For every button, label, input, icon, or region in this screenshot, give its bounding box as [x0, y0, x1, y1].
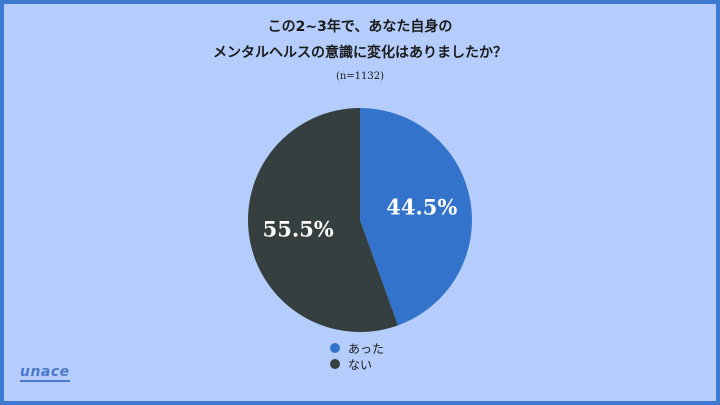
legend: あった ない	[330, 340, 384, 372]
legend-item-nai: ない	[330, 356, 384, 372]
chart-title-line-1: この2~3年で、あなた自身の	[267, 19, 453, 35]
slice-label-nai: 55.5%	[263, 216, 334, 241]
slice-label-atta: 44.5%	[386, 195, 457, 220]
legend-swatch-atta	[330, 343, 340, 353]
legend-swatch-nai	[330, 359, 340, 369]
slice-atta	[360, 108, 473, 326]
chart-title-line-2: メンタルヘルスの意識に変化はありましたか？	[213, 45, 507, 61]
legend-label-nai: ない	[348, 357, 373, 372]
unace-logo: unace	[20, 364, 70, 382]
legend-label-atta: あった	[348, 341, 385, 356]
sample-size: (n=1132)	[335, 71, 385, 82]
legend-item-atta: あった	[330, 340, 384, 356]
slice-nai	[247, 108, 398, 332]
